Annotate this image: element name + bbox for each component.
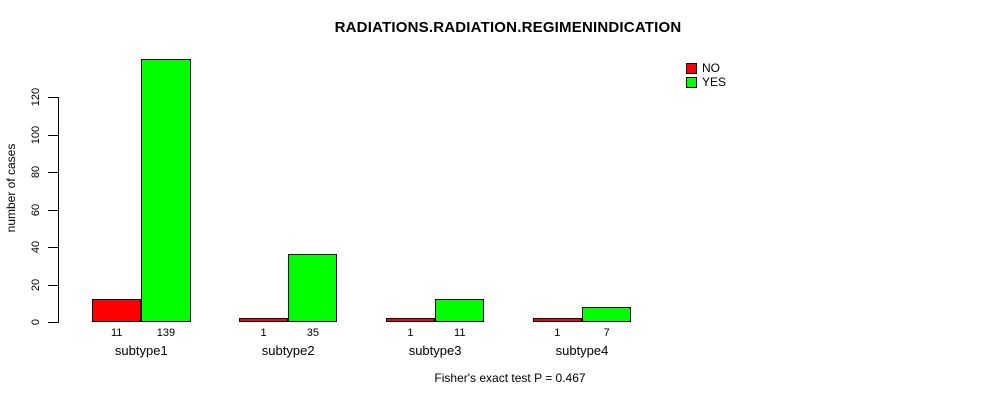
y-tick (48, 97, 58, 98)
y-tick-label: 120 (30, 87, 42, 107)
y-tick-label: 80 (30, 165, 42, 179)
legend-swatch-yes (686, 76, 697, 88)
legend-item-yes: YES (686, 75, 726, 89)
x-category-label: subtype2 (261, 343, 315, 358)
legend-label-yes: YES (702, 75, 727, 89)
y-tick-label: 20 (30, 278, 42, 291)
legend: NO YES (686, 61, 726, 89)
y-tick (48, 247, 58, 248)
bar-yes-subtype1 (141, 59, 191, 322)
bar-yes-subtype4 (582, 306, 632, 322)
bar-value-label: 7 (603, 327, 610, 339)
x-category-label: subtype4 (555, 343, 609, 358)
y-tick (48, 322, 58, 323)
x-category-label: subtype3 (408, 343, 462, 358)
y-tick-label: 0 (30, 318, 42, 326)
bar-no-subtype4 (532, 318, 582, 322)
y-axis-line (58, 97, 59, 323)
legend-swatch-no (686, 62, 697, 74)
bar-value-label: 1 (554, 327, 561, 339)
y-tick (48, 134, 58, 136)
bar-yes-subtype3 (435, 299, 485, 322)
bar-value-label: 11 (454, 327, 466, 339)
bar-yes-subtype2 (288, 254, 338, 322)
chart-title: RADIATIONS.RADIATION.REGIMENINDICATION (334, 19, 682, 36)
bar-value-label: 11 (110, 327, 123, 339)
y-tick-label: 100 (30, 125, 42, 144)
bar-value-label: 1 (407, 327, 414, 339)
legend-item-no: NO (686, 61, 726, 75)
y-tick (48, 209, 58, 211)
bar-value-label: 1 (260, 327, 267, 339)
y-axis-label: number of cases (4, 143, 18, 233)
y-tick-label: 40 (30, 240, 42, 254)
footer-annotation: Fisher's exact test P = 0.467 (434, 371, 586, 385)
bar-no-subtype3 (385, 318, 436, 322)
y-tick-label: 60 (30, 203, 42, 216)
x-category-label: subtype1 (114, 343, 168, 358)
bar-value-label: 35 (306, 327, 319, 339)
bar-value-label: 139 (156, 327, 176, 339)
y-tick (48, 172, 58, 173)
y-tick (48, 284, 58, 286)
bar-no-subtype2 (238, 318, 289, 322)
legend-label-no: NO (702, 61, 720, 75)
bar-no-subtype1 (92, 299, 142, 322)
